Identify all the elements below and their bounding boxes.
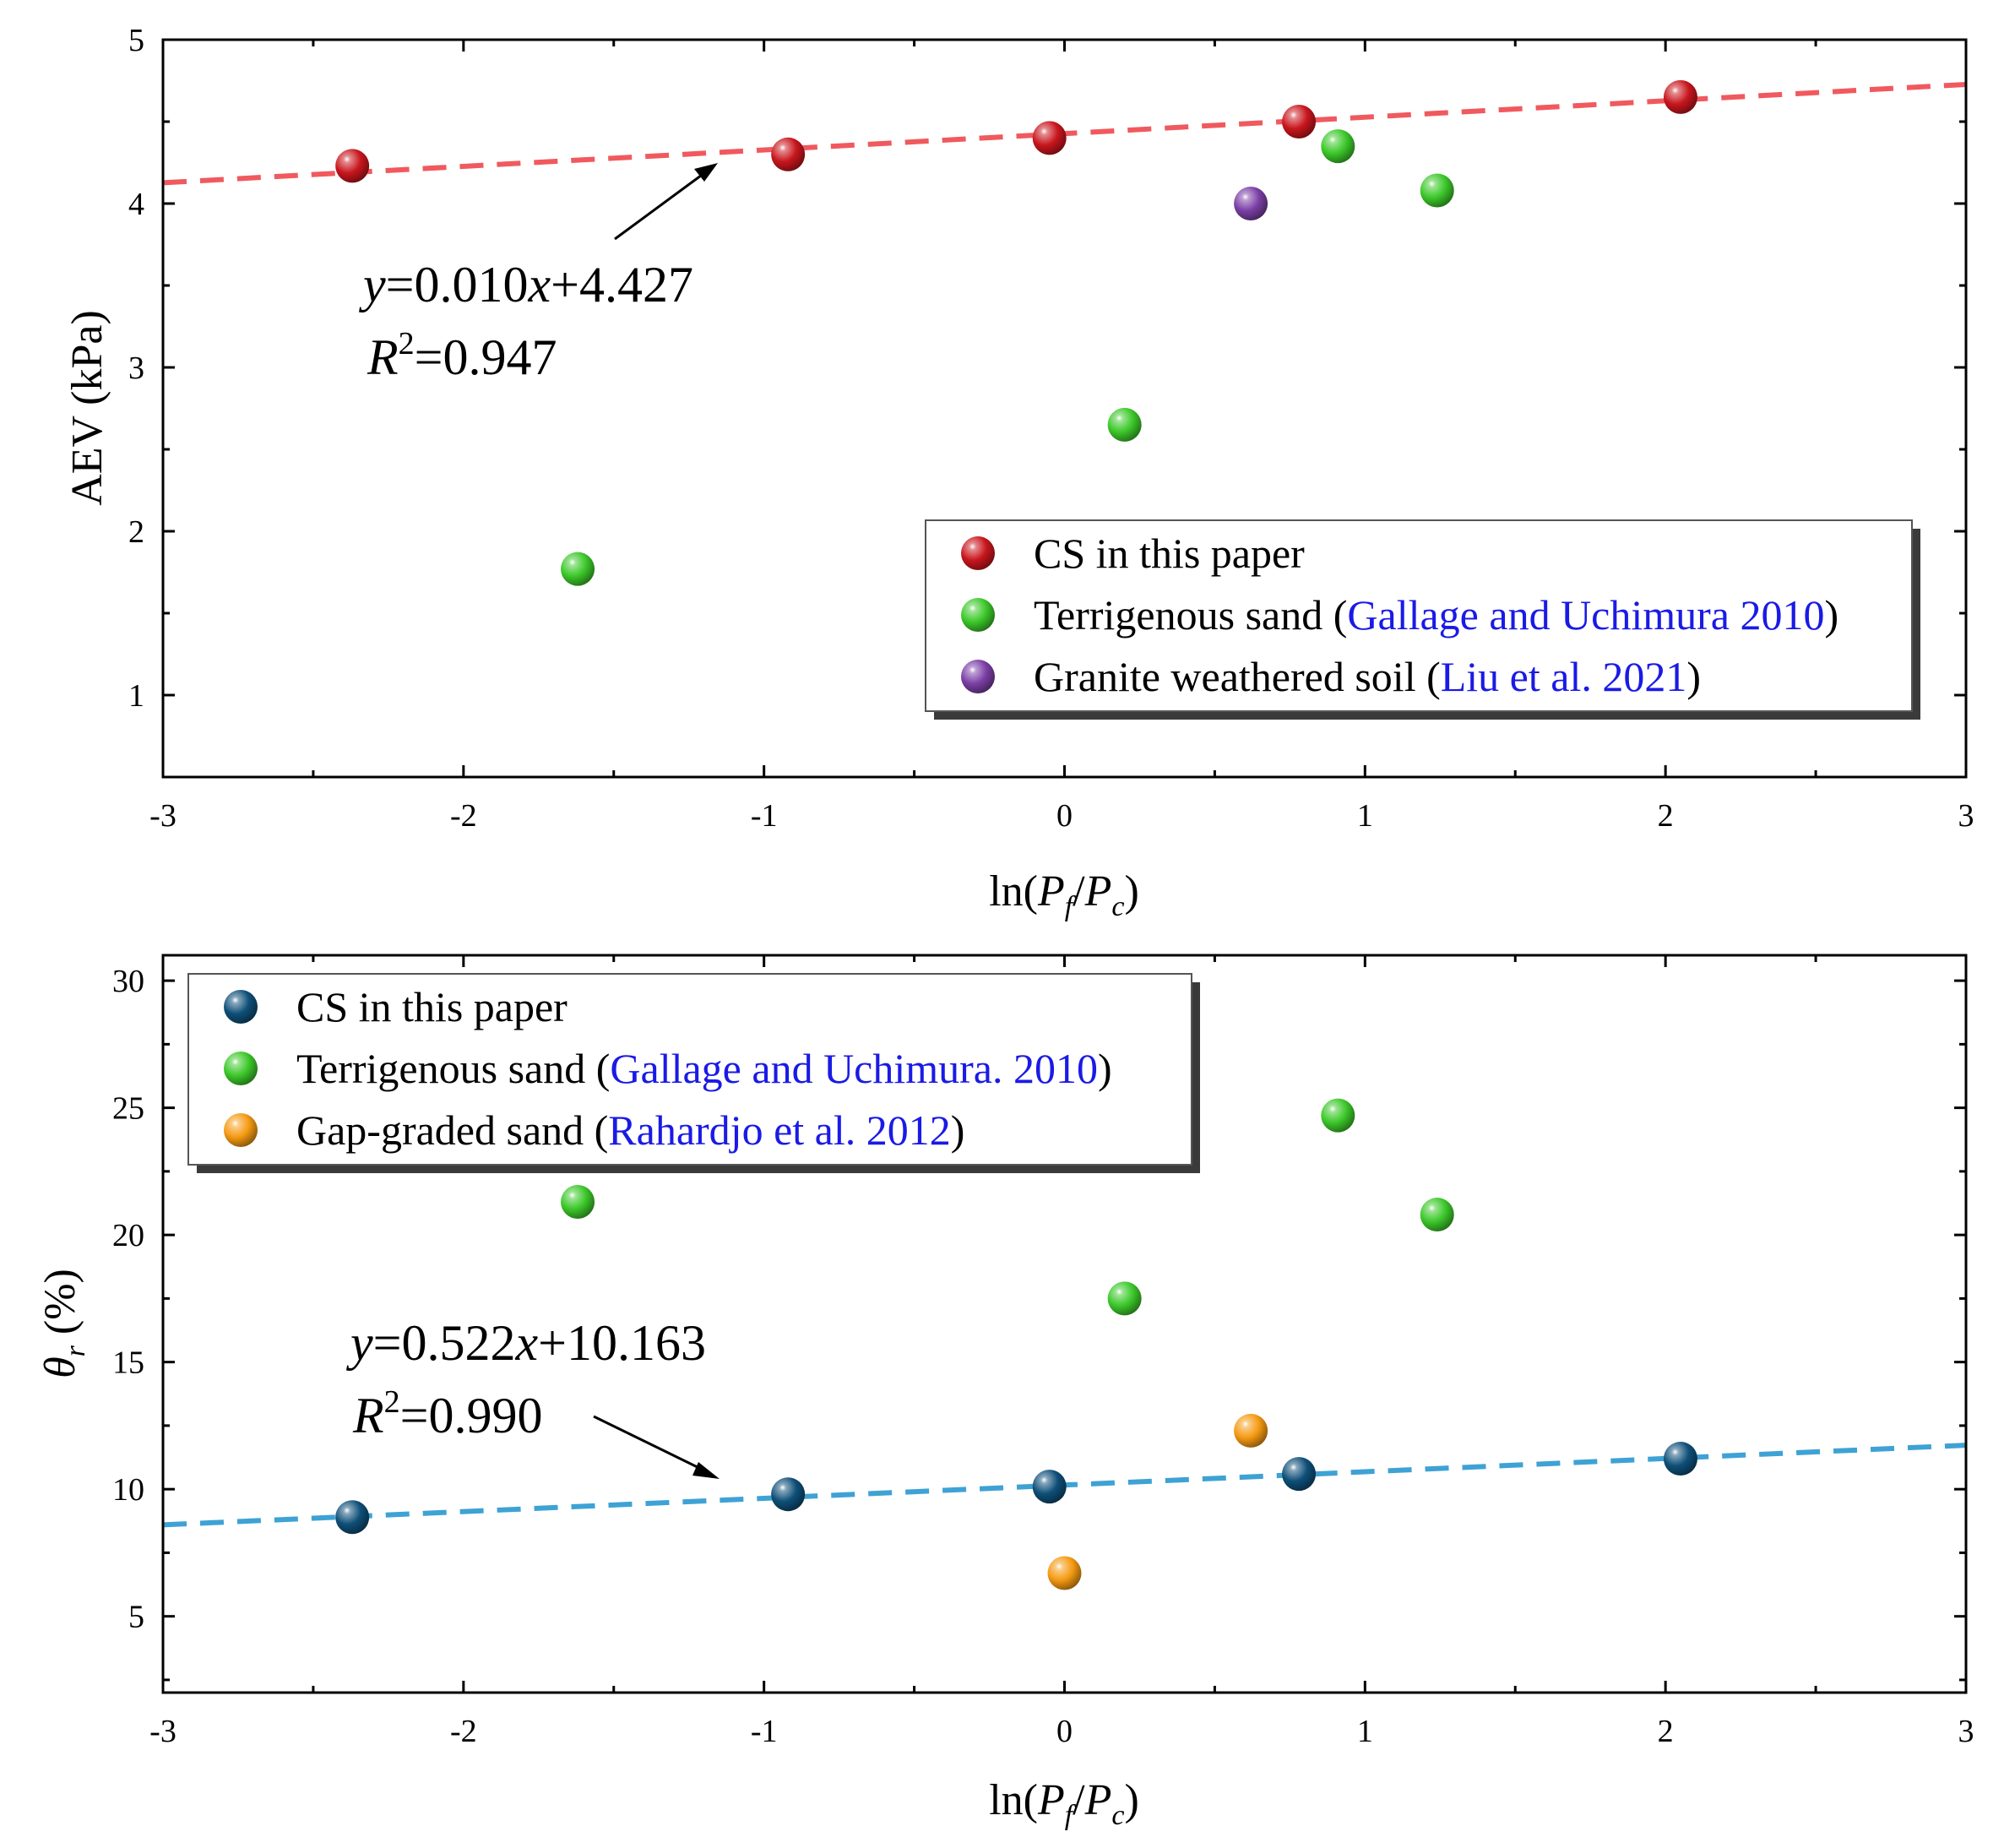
legend-citation-link[interactable]: Rahardjo et al. 2012 [608, 1106, 950, 1154]
annotation-arrow [614, 163, 718, 241]
data-point [1321, 129, 1355, 164]
x-tick-label: -2 [450, 798, 477, 834]
x-axis-label: ln(Pf/Pc) [989, 1776, 1139, 1831]
y-tick-label: 3 [128, 351, 144, 386]
data-point [335, 149, 370, 183]
legend-marker [224, 1052, 258, 1085]
legend-items: CS in this paper Terrigenous sand (Gallag… [961, 530, 1838, 700]
data-point [1282, 1457, 1317, 1492]
x-tick-label: 1 [1357, 798, 1373, 834]
data-point [1032, 121, 1067, 155]
data-point [771, 137, 806, 171]
x-tick-label: -1 [751, 1714, 778, 1749]
data-point [1234, 187, 1268, 220]
data-point [561, 552, 595, 586]
legend-label: Granite weathered soil (Liu et al. 2021) [1034, 653, 1701, 700]
legend: CS in this paper Terrigenous sand (Gallag… [187, 973, 1200, 1173]
legend-label: Gap-graded sand (Rahardjo et al. 2012) [296, 1106, 964, 1154]
legend-citation-link[interactable]: Liu et al. 2021 [1441, 653, 1687, 700]
data-point [1107, 407, 1142, 442]
y-tick-label: 15 [112, 1345, 144, 1381]
legend-label: Terrigenous sand (Gallage and Uchimura. … [296, 1045, 1112, 1092]
x-tick-label: -1 [751, 798, 778, 834]
x-tick-label: 0 [1056, 1714, 1073, 1749]
x-tick-label: 1 [1357, 1714, 1373, 1749]
data-points-layer [335, 1098, 1697, 1590]
ticks-layer: -3 -2 -1 0 1 2 3 5 10 15 20 25 30 [112, 955, 1974, 1749]
y-tick-label: 1 [128, 678, 144, 714]
annotation-arrow [593, 1415, 720, 1479]
y-tick-label: 25 [112, 1091, 144, 1127]
x-tick-label: 3 [1958, 1714, 1974, 1749]
x-tick-label: -3 [149, 1714, 177, 1749]
legend-box [187, 973, 1192, 1166]
panel-aev: -3 -2 -1 0 1 2 3 1 2 3 4 5 AEV (kPa) ln(Pf/Pc) y=0.… [63, 23, 1974, 922]
y-axis-label: θr (%) [36, 1269, 91, 1378]
data-point [1032, 1470, 1067, 1504]
legend-citation-link[interactable]: Gallage and Uchimura 2010 [1347, 591, 1824, 639]
y-tick-label: 2 [128, 514, 144, 550]
x-tick-label: 0 [1056, 798, 1073, 834]
legend-citation-link[interactable]: Gallage and Uchimura. 2010 [610, 1045, 1098, 1092]
y-tick-label: 30 [112, 964, 144, 999]
legend-label: Terrigenous sand (Gallage and Uchimura 2… [1034, 591, 1838, 639]
fit-equation: y=0.522x+10.163 [345, 1315, 706, 1371]
data-point [771, 1477, 806, 1512]
x-tick-label: -2 [450, 1714, 477, 1749]
x-tick-label: -3 [149, 798, 177, 834]
data-point [1047, 1556, 1082, 1590]
data-point [1321, 1098, 1355, 1133]
data-points-layer [335, 79, 1697, 586]
fit-r-squared: R2=0.947 [367, 326, 557, 385]
legend-label: CS in this paper [1034, 530, 1305, 577]
legend-marker [961, 536, 995, 570]
data-point [1107, 1281, 1142, 1316]
ticks-layer: -3 -2 -1 0 1 2 3 1 2 3 4 5 [128, 23, 1974, 834]
x-tick-label: 2 [1658, 798, 1674, 834]
panel-theta-r: -3 -2 -1 0 1 2 3 5 10 15 20 25 30 θr (%) ln(Pf/Pc) y… [36, 954, 1974, 1831]
y-tick-label: 4 [128, 187, 144, 222]
y-tick-label: 5 [128, 23, 144, 58]
data-point [1663, 1442, 1697, 1476]
legend-label: CS in this paper [296, 983, 568, 1030]
data-point [561, 1185, 595, 1220]
legend: CS in this paper Terrigenous sand (Gallag… [925, 519, 1920, 720]
y-axis-label: AEV (kPa) [63, 310, 111, 506]
x-tick-label: 2 [1658, 1714, 1674, 1749]
y-tick-label: 5 [128, 1600, 144, 1635]
x-tick-label: 3 [1958, 798, 1974, 834]
data-point [1234, 1413, 1268, 1448]
legend-marker [961, 660, 995, 693]
y-tick-label: 20 [112, 1218, 144, 1253]
x-axis-label: ln(Pf/Pc) [989, 867, 1139, 922]
legend-marker [224, 1113, 258, 1147]
data-point [1663, 79, 1697, 114]
fit-equation: y=0.010x+4.427 [358, 257, 693, 313]
data-point [1420, 173, 1454, 208]
legend-marker [224, 990, 258, 1024]
data-point [1282, 105, 1317, 139]
legend-box [925, 519, 1913, 712]
data-point [1420, 1198, 1454, 1232]
data-point [335, 1500, 370, 1535]
y-tick-label: 10 [112, 1472, 144, 1508]
legend-marker [961, 598, 995, 632]
legend-items: CS in this paper Terrigenous sand (Gallag… [224, 983, 1112, 1154]
fit-r-squared: R2=0.990 [352, 1384, 543, 1443]
